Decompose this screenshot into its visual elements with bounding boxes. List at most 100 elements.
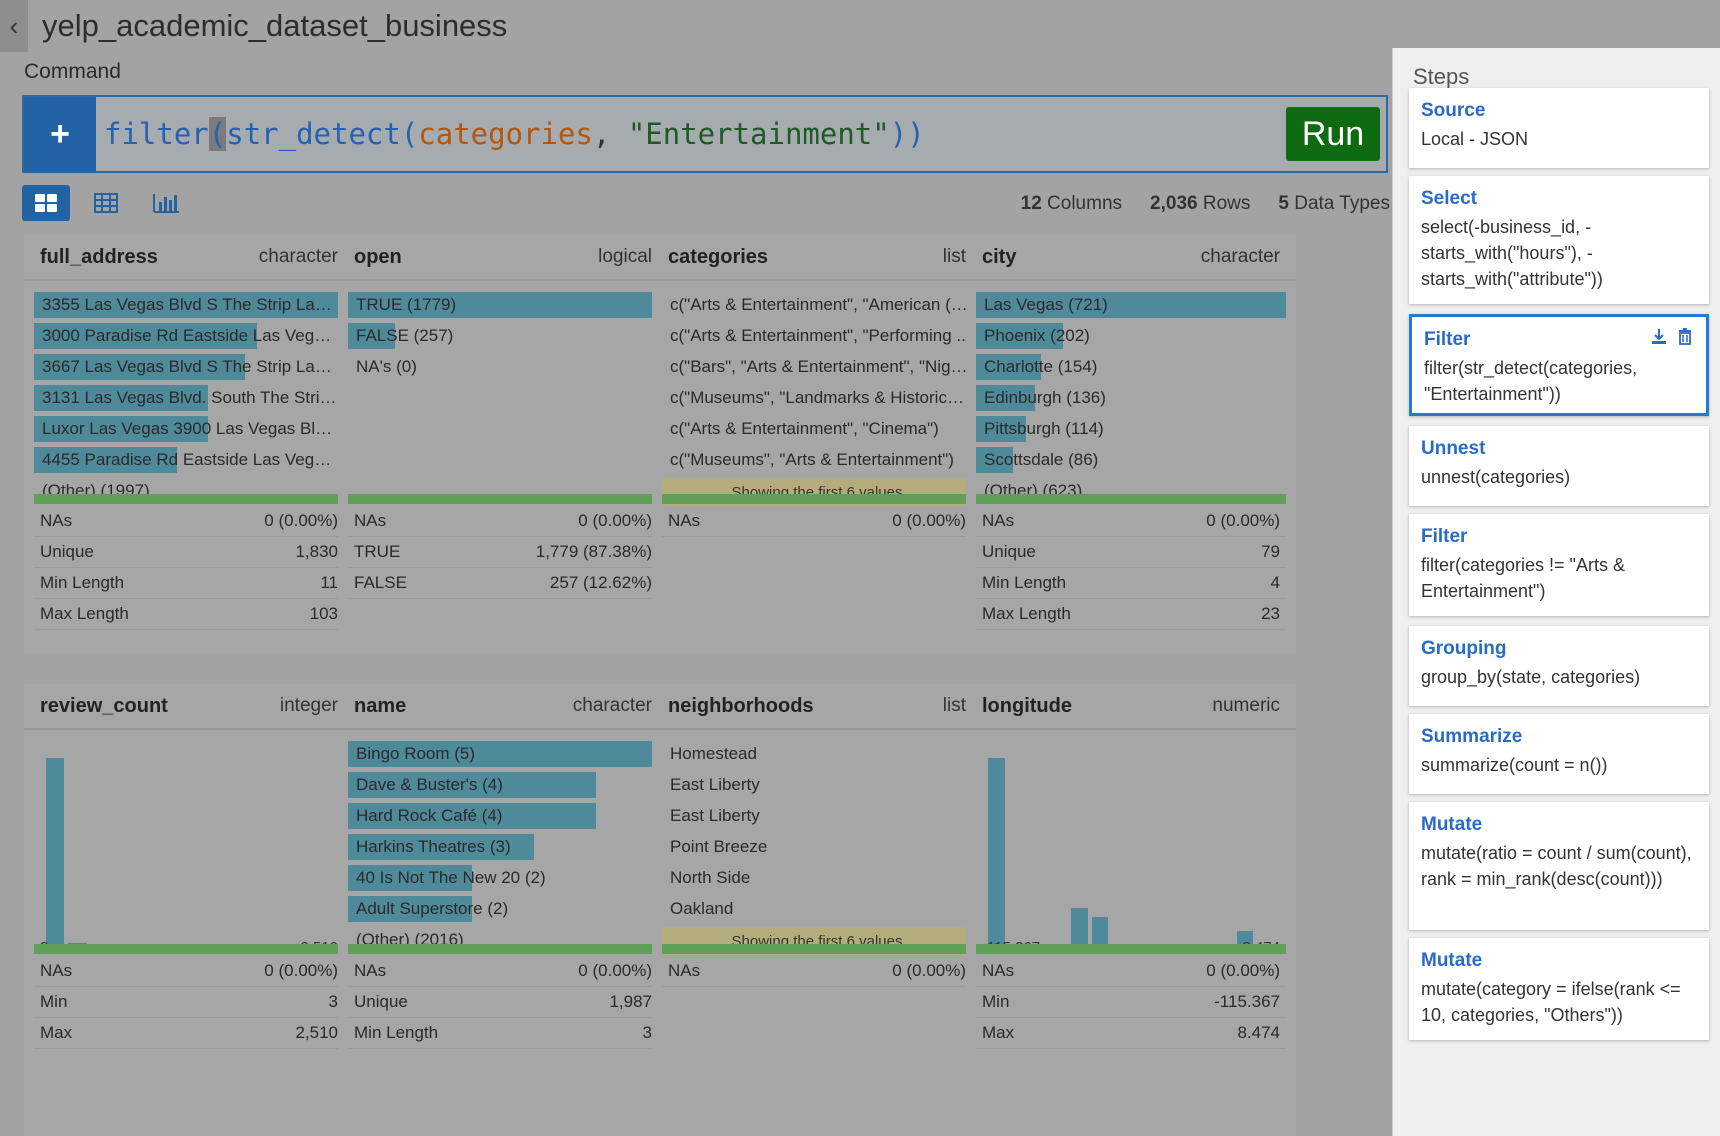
summary-view-button[interactable] (22, 185, 70, 221)
value-bar-fill (976, 416, 1026, 442)
stat-row: Min Length 4 (976, 568, 1286, 599)
value-bar-row[interactable]: 3355 Las Vegas Blvd S The Strip Las V... (34, 291, 344, 319)
step-card-select[interactable]: Select select(-business_id, -starts_with(… (1409, 176, 1709, 304)
step-card-mutate[interactable]: Mutate mutate(category = ifelse(rank <= 1… (1409, 938, 1709, 1040)
stat-label: NAs (668, 961, 701, 980)
histogram-bar (1070, 907, 1088, 950)
value-bar-label: Dave & Buster's (4) (356, 775, 503, 794)
column-card-name: name character Bingo Room (5) Dave & Buster… (338, 684, 668, 1136)
stat-row: NAs 0 (0.00%) (34, 956, 344, 987)
value-bar-row[interactable]: Scottsdale (86) (976, 446, 1286, 474)
steps-title: Steps (1413, 64, 1470, 89)
step-card-summarize[interactable]: Summarize summarize(count = n()) (1409, 714, 1709, 794)
value-bar-label: 3355 Las Vegas Blvd S The Strip Las V... (42, 295, 340, 314)
steps-panel: Steps Source Local - JSON Select select(-bu… (1392, 48, 1720, 1136)
stat-row: NAs 0 (0.00%) (348, 506, 658, 537)
stat-value: 3 (328, 992, 338, 1011)
step-code: filter(categories != "Arts & Entertainme… (1421, 555, 1625, 601)
step-card-filter[interactable]: Filter filter(categories != "Arts & Enter… (1409, 514, 1709, 616)
column-name: full_address (40, 245, 158, 268)
value-bar-row[interactable]: 4455 Paradise Rd Eastside Las Vegas, ... (34, 446, 344, 474)
stat-value: 0 (0.00%) (264, 511, 338, 530)
value-bar-row[interactable]: Dave & Buster's (4) (348, 771, 658, 799)
trash-icon[interactable] (1676, 327, 1694, 350)
stat-row: Max Length 103 (34, 599, 344, 630)
value-bar-fill (976, 354, 1042, 380)
stat-value: 0 (0.00%) (1206, 511, 1280, 530)
value-bar-fill (34, 292, 344, 318)
value-bar-row[interactable]: 3000 Paradise Rd Eastside Las Vegas, ... (34, 322, 344, 350)
value-bar-label: Edinburgh (136) (984, 388, 1106, 407)
value-bar-fill (976, 323, 1063, 349)
value-bar-row[interactable]: Hard Rock Café (4) (348, 802, 658, 830)
step-card-mutate[interactable]: Mutate mutate(ratio = count / sum(count),… (1409, 802, 1709, 930)
value-bar-fill (34, 323, 258, 349)
step-card-filter[interactable]: Filter filter(str_detect(categories, "Ent… (1409, 314, 1709, 416)
run-button[interactable]: Run (1286, 107, 1380, 161)
value-bar-row[interactable]: Pittsburgh (114) (976, 415, 1286, 443)
step-card-source[interactable]: Source Local - JSON (1409, 88, 1709, 168)
stat-label: Max (982, 1023, 1015, 1042)
value-bar-row[interactable]: 3131 Las Vegas Blvd. South The Strip ... (34, 384, 344, 412)
value-bar-row[interactable]: Las Vegas (721) (976, 291, 1286, 319)
value-bar-row[interactable]: Edinburgh (136) (976, 384, 1286, 412)
list-item: c("Museums", "Arts & Entertainment") (670, 450, 954, 469)
value-bar-label: Luxor Las Vegas 3900 Las Vegas Blvd ... (42, 419, 340, 438)
stat-label: TRUE (354, 542, 401, 561)
value-bar-row[interactable]: Phoenix (202) (976, 322, 1286, 350)
stat-label: Max (40, 1023, 73, 1042)
value-bar-row[interactable]: 3667 Las Vegas Blvd S The Strip Las V... (34, 353, 344, 381)
value-bar-label: Harkins Theatres (3) (356, 837, 511, 856)
column-card-city: city character Las Vegas (721) Phoenix (202… (966, 235, 1296, 653)
column-stats: NAs 0 (0.00%) Min 3 Max 2,510 (34, 956, 344, 1049)
table-view-button[interactable] (82, 185, 130, 221)
step-card-unnest[interactable]: Unnest unnest(categories) (1409, 426, 1709, 506)
value-bar-fill (348, 865, 472, 891)
value-bar-row[interactable]: Adult Superstore (2) (348, 895, 658, 923)
value-bar-row[interactable]: Luxor Las Vegas 3900 Las Vegas Blvd ... (34, 415, 344, 443)
back-button[interactable]: ‹ (0, 0, 28, 52)
stat-row: NAs 0 (0.00%) (662, 506, 972, 537)
chart-view-button[interactable] (142, 185, 190, 221)
header-bar: ‹ yelp_academic_dataset_business (0, 0, 1390, 52)
stat-label: NAs (668, 511, 701, 530)
value-bar-label: Charlotte (154) (984, 357, 1098, 376)
stat-label: Min (982, 992, 1010, 1011)
list-item: Point Breeze (670, 837, 768, 856)
value-bar-row[interactable]: Harkins Theatres (3) (348, 833, 658, 861)
stat-row: Min Length 11 (34, 568, 344, 599)
step-card-grouping[interactable]: Grouping group_by(state, categories) (1409, 626, 1709, 706)
value-bar-fill (976, 385, 1035, 411)
stat-row: Min Length 3 (348, 1018, 658, 1049)
value-bar-label: Pittsburgh (114) (984, 419, 1104, 438)
list-item: East Liberty (670, 775, 760, 794)
step-code: filter(str_detect(categories, "Entertain… (1424, 358, 1638, 404)
add-step-button[interactable]: + (24, 97, 96, 171)
list-item: c("Arts & Entertainment", "Cinema") (670, 419, 939, 438)
download-icon[interactable] (1650, 327, 1668, 350)
value-bar-label: TRUE (1779) (356, 295, 457, 314)
step-name: Summarize (1421, 726, 1523, 747)
column-name: neighborhoods (668, 694, 814, 717)
value-bar-fill (976, 292, 1286, 318)
card-header: city character (966, 235, 1296, 281)
list-item: Homestead (670, 744, 757, 763)
stat-label: Min Length (354, 1023, 439, 1042)
value-bar-row[interactable]: TRUE (1779) (348, 291, 658, 319)
stat-label: Min Length (982, 573, 1067, 592)
types-summary: 5 Data Types (1278, 193, 1390, 214)
chevron-left-icon: ‹ (9, 10, 19, 41)
command-fn: filter (104, 117, 209, 151)
column-stats: NAs 0 (0.00%) (662, 956, 972, 987)
value-bar-row[interactable]: Charlotte (154) (976, 353, 1286, 381)
value-bar-row[interactable]: FALSE (257) (348, 322, 658, 350)
completeness-bar (34, 944, 344, 954)
value-bar-row[interactable]: 40 Is Not The New 20 (2) (348, 864, 658, 892)
stat-label: Max Length (40, 604, 129, 623)
command-input[interactable]: filter(str_detect(categories, "Entertain… (104, 117, 925, 151)
value-bar-fill (348, 292, 658, 318)
value-bar-fill (348, 803, 596, 829)
column-name: city (982, 245, 1017, 268)
stat-value: 0 (0.00%) (264, 961, 338, 980)
value-bar-row[interactable]: Bingo Room (5) (348, 740, 658, 768)
